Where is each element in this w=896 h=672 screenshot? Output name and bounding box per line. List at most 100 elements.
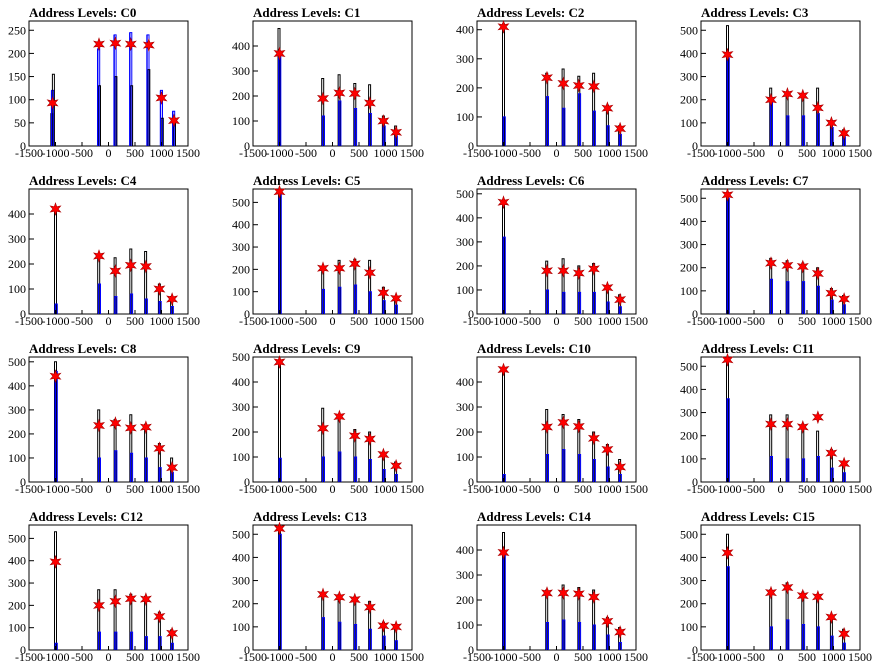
chart-title: Address Levels: C9 bbox=[253, 341, 361, 356]
peak-marker bbox=[166, 460, 179, 475]
x-tick-label: -500 bbox=[295, 314, 317, 328]
y-tick-label: 100 bbox=[8, 93, 26, 107]
peak-marker bbox=[124, 420, 137, 435]
y-tick-label: 400 bbox=[8, 554, 26, 568]
x-tick-label: 1500 bbox=[400, 482, 424, 496]
histogram-bin bbox=[561, 258, 565, 314]
x-tick-label: -500 bbox=[295, 650, 317, 664]
chart-panel-5: Address Levels: C50100200300400500-1500-… bbox=[232, 173, 424, 328]
x-tick-label: -1000 bbox=[714, 146, 742, 160]
histogram-bin bbox=[368, 84, 372, 146]
x-tick-label: -1000 bbox=[42, 650, 70, 664]
peak-marker bbox=[838, 456, 851, 471]
peak-marker bbox=[572, 266, 585, 281]
x-tick-label: -500 bbox=[519, 314, 541, 328]
peak-marker bbox=[497, 545, 510, 560]
peak-marker bbox=[601, 101, 614, 116]
histogram-bin bbox=[561, 68, 565, 146]
chart-panel-14: Address Levels: C14 0 100 200 300 400 -1500-10… bbox=[456, 509, 648, 664]
y-tick-label: 100 bbox=[680, 620, 698, 634]
y-tick-label: 400 bbox=[456, 23, 474, 37]
peak-marker bbox=[497, 362, 510, 377]
x-tick-label: 1500 bbox=[848, 482, 872, 496]
peak-marker bbox=[348, 428, 361, 443]
peak-marker bbox=[838, 126, 851, 141]
y-tick-label: 200 bbox=[456, 593, 474, 607]
y-tick-label: 0 bbox=[244, 475, 250, 489]
x-tick-label: 500 bbox=[126, 314, 144, 328]
x-tick-label: 1500 bbox=[400, 314, 424, 328]
x-tick-label: 0 bbox=[778, 146, 784, 160]
plot-frame bbox=[700, 524, 861, 651]
x-tick-label: 1500 bbox=[176, 482, 200, 496]
peak-marker bbox=[124, 258, 137, 273]
y-tick-label: 300 bbox=[680, 70, 698, 84]
peak-marker bbox=[825, 446, 838, 461]
peak-marker bbox=[614, 121, 627, 136]
x-tick-label: 0 bbox=[554, 146, 560, 160]
peak-marker bbox=[541, 420, 553, 434]
x-tick-label: -1000 bbox=[42, 314, 70, 328]
peak-marker bbox=[796, 419, 809, 434]
peak-marker bbox=[587, 79, 600, 94]
chart-title: Address Levels: C13 bbox=[253, 509, 367, 524]
x-tick-label: 1000 bbox=[598, 146, 622, 160]
plot-frame bbox=[476, 356, 637, 483]
y-tick-label: 200 bbox=[680, 597, 698, 611]
chart-title: Address Levels: C7 bbox=[701, 173, 809, 188]
peak-marker bbox=[390, 125, 403, 140]
histogram-bin bbox=[160, 117, 164, 146]
peak-marker bbox=[764, 92, 778, 107]
peak-marker bbox=[764, 256, 778, 271]
y-tick-label: 200 bbox=[232, 425, 250, 439]
histogram-bin bbox=[561, 414, 565, 482]
x-tick-label: -1000 bbox=[490, 482, 518, 496]
y-tick-label: 400 bbox=[680, 214, 698, 228]
x-tick-label: 0 bbox=[554, 314, 560, 328]
histogram-bin bbox=[577, 419, 581, 482]
y-tick-label: 400 bbox=[456, 543, 474, 557]
x-tick-label: -500 bbox=[519, 650, 541, 664]
histogram-bin bbox=[54, 531, 57, 650]
y-tick-label: 300 bbox=[232, 400, 250, 414]
peak-marker bbox=[333, 261, 346, 276]
x-tick-label: -500 bbox=[295, 482, 317, 496]
peak-marker bbox=[155, 90, 168, 105]
x-tick-label: 1000 bbox=[150, 482, 174, 496]
peak-marker bbox=[557, 76, 570, 91]
peak-marker bbox=[825, 610, 838, 625]
x-tick-label: 0 bbox=[106, 482, 112, 496]
x-tick-label: 1500 bbox=[624, 482, 648, 496]
x-tick-label: 1000 bbox=[822, 650, 846, 664]
x-tick-label: 1500 bbox=[176, 650, 200, 664]
peak-marker bbox=[333, 590, 346, 605]
histogram-bin bbox=[577, 75, 581, 146]
y-tick-label: 50 bbox=[14, 116, 26, 130]
x-tick-label: -1500 bbox=[687, 482, 715, 496]
y-tick-label: 500 bbox=[232, 527, 250, 541]
y-tick-label: 0 bbox=[692, 307, 698, 321]
x-tick-label: -1000 bbox=[266, 314, 294, 328]
peak-marker bbox=[557, 263, 570, 278]
peak-marker bbox=[109, 416, 122, 431]
y-tick-label: 0 bbox=[468, 307, 474, 321]
histogram-bin bbox=[561, 584, 565, 650]
chart-panel-13: Address Levels: C13 0 100 200 300 400 500 -1500… bbox=[232, 509, 424, 664]
peak-marker bbox=[363, 96, 376, 110]
x-tick-label: -1000 bbox=[714, 650, 742, 664]
x-tick-label: -500 bbox=[743, 650, 765, 664]
peak-marker bbox=[587, 261, 600, 276]
histogram-bin bbox=[353, 83, 357, 146]
y-tick-label: 100 bbox=[232, 285, 250, 299]
plot-frame bbox=[28, 524, 189, 651]
peak-marker bbox=[721, 47, 734, 62]
x-tick-label: -1500 bbox=[463, 482, 491, 496]
peak-marker bbox=[153, 609, 166, 624]
x-tick-label: 500 bbox=[574, 482, 592, 496]
x-tick-label: 1500 bbox=[624, 650, 648, 664]
peak-marker bbox=[109, 36, 122, 51]
chart-title: Address Levels: C4 bbox=[29, 173, 137, 188]
peak-marker bbox=[166, 626, 179, 641]
y-tick-label: 200 bbox=[680, 429, 698, 443]
y-tick-label: 0 bbox=[244, 643, 250, 657]
